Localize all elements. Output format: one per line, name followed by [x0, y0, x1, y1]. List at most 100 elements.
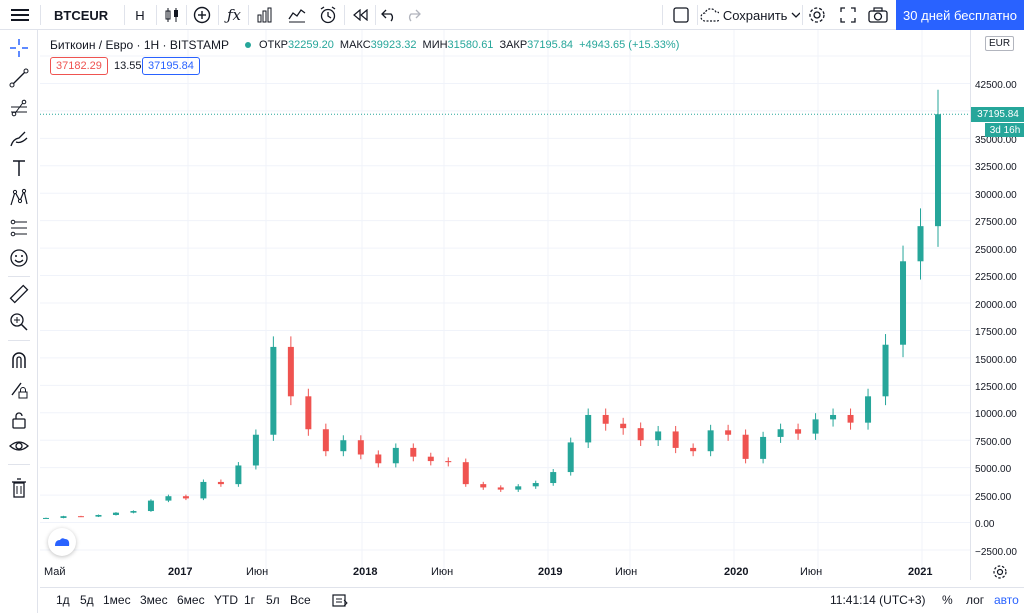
price-tick-label: 5000.00 — [975, 464, 1012, 476]
legend-title[interactable]: Биткоин / Евро · 1Н · BITSTAMP — [50, 38, 229, 52]
candle-body — [917, 226, 924, 262]
divider — [186, 5, 187, 25]
price-chart[interactable] — [40, 30, 970, 580]
price-tick-label: 35000.00 — [975, 134, 1017, 146]
percent-toggle[interactable]: % — [942, 593, 953, 607]
camera-icon[interactable] — [866, 0, 890, 30]
candle-body — [287, 346, 294, 397]
chevron-down-icon — [791, 12, 800, 18]
divider — [156, 5, 157, 25]
candle-body — [550, 472, 557, 484]
pattern-icon[interactable] — [7, 186, 31, 210]
tradingview-logo[interactable] — [48, 528, 76, 556]
price-tick-label: 17500.00 — [975, 327, 1017, 339]
range-button[interactable]: Все — [290, 593, 311, 607]
time-tick-label: Май — [44, 566, 66, 578]
range-button[interactable]: 3мес — [140, 593, 168, 607]
range-button[interactable]: 1г — [244, 593, 256, 607]
price-tick-label: 27500.00 — [975, 217, 1017, 229]
divider — [40, 5, 41, 25]
range-button[interactable]: YTD — [214, 593, 238, 607]
price-axis[interactable]: EUR 42500.0040000.0035000.0032500.003000… — [970, 30, 1024, 580]
save-button[interactable]: Сохранить — [700, 0, 800, 30]
date-range-icon[interactable] — [332, 588, 348, 612]
lock-drawing-icon[interactable] — [7, 378, 31, 402]
symbol-search-button[interactable]: BTCEUR — [54, 7, 109, 23]
candle-body — [637, 428, 644, 441]
compare-icon[interactable] — [190, 0, 214, 30]
price-tick-label: 32500.00 — [975, 162, 1017, 174]
legend-low: МИН31580.61 — [423, 39, 494, 51]
range-button[interactable]: 1д — [56, 593, 70, 607]
range-button[interactable]: 1мес — [103, 593, 131, 607]
candle-body — [130, 511, 137, 513]
menu-icon[interactable] — [4, 0, 36, 30]
auto-toggle[interactable]: авто — [994, 593, 1019, 607]
layout-icon[interactable] — [668, 0, 694, 30]
divider — [8, 276, 30, 277]
crosshair-icon[interactable] — [7, 36, 31, 60]
price-tick-label: 0.00 — [975, 519, 995, 531]
financials-icon[interactable] — [285, 0, 309, 30]
trend-line-icon[interactable] — [7, 66, 31, 90]
brush-icon[interactable] — [7, 126, 31, 150]
settings-icon[interactable] — [805, 0, 829, 30]
ruler-icon[interactable] — [7, 282, 31, 306]
axis-settings-icon[interactable] — [992, 564, 1008, 585]
close-value: 37195.84 — [527, 39, 574, 51]
candle-body — [95, 514, 102, 517]
clock[interactable]: 11:41:14 (UTC+3) — [830, 593, 926, 607]
candle-body — [357, 440, 364, 455]
time-tick-label: 2019 — [538, 566, 563, 578]
prediction-icon[interactable] — [7, 216, 31, 240]
emoji-icon[interactable] — [7, 246, 31, 270]
open-label: ОТКР — [258, 39, 289, 51]
log-toggle[interactable]: лог — [966, 593, 985, 607]
price-tick-label: −2500.00 — [975, 546, 1017, 558]
bid-price-box[interactable]: 37182.29 — [50, 57, 108, 75]
free-trial-button[interactable]: 30 дней бесплатно — [896, 0, 1024, 30]
candle-body — [935, 114, 941, 227]
text-tool-icon[interactable] — [7, 156, 31, 180]
candle-body — [567, 442, 574, 473]
time-tick-label: 2020 — [724, 566, 749, 578]
magnet-icon[interactable] — [7, 348, 31, 372]
redo-icon[interactable] — [402, 0, 424, 30]
ask-price-box[interactable]: 37195.84 — [142, 57, 200, 75]
candle-body — [60, 516, 67, 518]
fullscreen-icon[interactable] — [836, 0, 860, 30]
divider — [697, 5, 698, 25]
candle-body — [882, 344, 889, 397]
time-axis[interactable]: Май 2017 Июн 2018 Июн 2019 Июн 2020 Июн 2021 — [40, 562, 970, 584]
templates-icon[interactable] — [253, 0, 277, 30]
spread-value: 13.55 — [114, 60, 142, 72]
lock-icon[interactable] — [7, 408, 31, 432]
divider — [375, 5, 376, 25]
fib-tool-icon[interactable] — [7, 96, 31, 120]
indicators-icon[interactable]: ƒx — [226, 6, 241, 24]
zoom-in-icon[interactable] — [7, 310, 31, 334]
time-tick-label: Июн — [615, 566, 638, 578]
eye-icon[interactable] — [7, 434, 31, 458]
replay-icon[interactable] — [348, 0, 372, 30]
candle-body — [707, 430, 714, 452]
trash-icon[interactable] — [7, 476, 31, 500]
price-tick-label: 15000.00 — [975, 354, 1017, 366]
range-button[interactable]: 6мес — [177, 593, 205, 607]
candle-body — [830, 414, 837, 420]
candle-body — [900, 261, 907, 345]
interval-button[interactable]: H — [135, 7, 145, 23]
bottom-toolbar: 1д 5д 1мес 3мес 6мес YTD 1г 5л Все 11:41:14 (UTC… — [40, 587, 1024, 613]
candle-body — [462, 462, 469, 485]
price-tick-label: 25000.00 — [975, 244, 1017, 256]
alert-icon[interactable] — [316, 0, 340, 30]
currency-label[interactable]: EUR — [985, 36, 1015, 51]
range-button[interactable]: 5л — [266, 593, 280, 607]
candle-body — [812, 419, 819, 434]
candle-body — [585, 414, 592, 443]
chart-type-icon[interactable] — [160, 0, 184, 30]
range-button[interactable]: 5д — [80, 593, 94, 607]
time-tick-label: Июн — [431, 566, 454, 578]
divider — [8, 464, 30, 465]
undo-icon[interactable] — [378, 0, 400, 30]
